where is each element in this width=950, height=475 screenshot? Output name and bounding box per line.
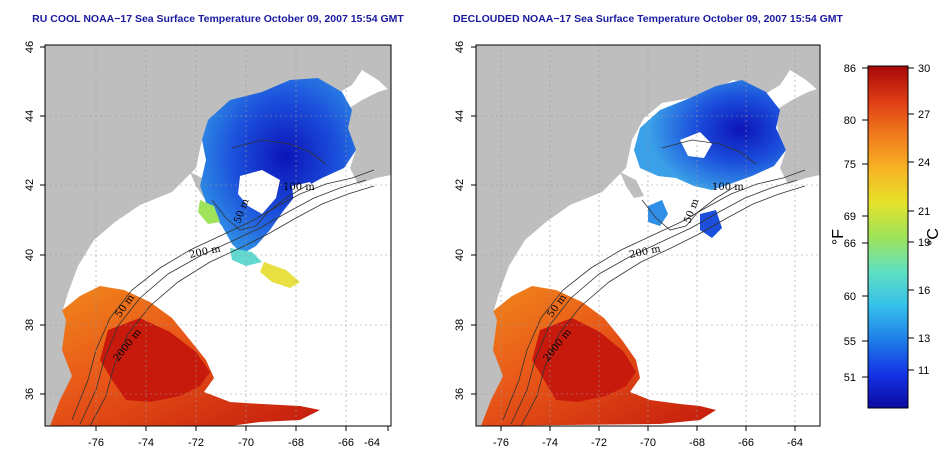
land-nova-scotia (346, 88, 391, 184)
sst-gulf-stream-core (100, 318, 210, 402)
map-grid (476, 45, 820, 426)
cloud-gap (680, 132, 712, 158)
fahrenheit-tick: 69 (844, 211, 856, 223)
fahrenheit-tick: 60 (844, 291, 856, 303)
y-tick-label: 36 (24, 388, 36, 400)
sst-cold-water (648, 200, 668, 226)
y-tick-label: 44 (24, 110, 36, 122)
x-axis: -76 -74 -72 -70 -68 -66 -64 (493, 426, 803, 449)
celsius-tick: 16 (918, 285, 930, 297)
sst-mid-water (260, 262, 300, 288)
x-tick-label: -66 (338, 437, 354, 449)
map-panel-right: DECLOUDED NOAA−17 Sea Surface Temperatur… (453, 13, 843, 449)
y-axis: 46 44 42 40 38 36 (454, 41, 476, 400)
y-tick-label: 46 (454, 41, 466, 53)
celsius-tick: 11 (918, 365, 929, 377)
x-tick-label: -76 (88, 437, 104, 449)
celsius-tick: 21 (918, 206, 930, 218)
x-tick-label: -74 (542, 437, 558, 449)
color-scale-gradient (867, 65, 909, 409)
land-us-coast (476, 45, 820, 426)
celsius-tick: 13 (918, 333, 930, 345)
cloud-gap (238, 170, 280, 214)
x-tick-label: -76 (493, 437, 509, 449)
celsius-tick: 27 (918, 109, 930, 121)
x-tick-label: -72 (591, 437, 607, 449)
land-carolinas (476, 300, 503, 426)
x-tick-label: -74 (138, 437, 154, 449)
map-canvas: 100 m 50 m 200 m 50 m 2000 m (476, 45, 820, 426)
map-frame (44, 44, 392, 427)
celsius-tick: 30 (918, 63, 930, 75)
fahrenheit-tick: 66 (844, 238, 856, 250)
fahrenheit-tick: 86 (844, 63, 856, 75)
fahrenheit-tick: 75 (844, 159, 856, 171)
celsius-tick: 19 (918, 237, 930, 249)
celsius-label: °C (925, 228, 942, 246)
map-title: DECLOUDED NOAA−17 Sea Surface Temperatur… (453, 13, 843, 25)
fahrenheit-tick: 80 (844, 115, 856, 127)
fahrenheit-label: °F (830, 229, 847, 245)
land-nova-scotia (776, 88, 820, 184)
y-tick-label: 36 (454, 388, 466, 400)
map-panel-left: RU COOL NOAA−17 Sea Surface Temperature … (24, 13, 404, 449)
sst-cold-water (700, 210, 722, 238)
y-tick-label: 46 (24, 41, 36, 53)
contour-label: 100 m (283, 182, 315, 193)
x-tick-label: -68 (288, 437, 304, 449)
y-tick-label: 38 (24, 319, 36, 331)
y-tick-label: 42 (24, 179, 36, 191)
sst-gulf-stream-core (532, 318, 636, 402)
x-tick-label: -72 (188, 437, 204, 449)
y-axis: 46 44 42 40 38 36 (24, 41, 45, 400)
y-tick-label: 40 (454, 249, 466, 261)
land-carolinas (45, 300, 72, 426)
sst-cold-water (634, 80, 786, 190)
y-tick-label: 38 (454, 319, 466, 331)
celsius-tick: 24 (918, 157, 930, 169)
contour-label: 100 m (712, 182, 744, 193)
bathymetry-contours (502, 139, 806, 426)
map-title: RU COOL NOAA−17 Sea Surface Temperature … (32, 13, 404, 25)
x-tick-label: -70 (238, 437, 254, 449)
land-us-coast (45, 45, 391, 426)
x-tick-label: -66 (738, 437, 754, 449)
x-tick-label: -64 (787, 437, 803, 449)
sst-mid-water (198, 200, 220, 224)
color-scale-bar: 86 80 75 69 66 60 55 51 30 27 24 21 19 1… (830, 63, 942, 409)
fahrenheit-tick: 51 (844, 372, 856, 384)
y-tick-label: 44 (454, 110, 466, 122)
bathymetry-contours (71, 139, 375, 426)
fahrenheit-tick: 55 (844, 336, 856, 348)
y-tick-label: 40 (24, 249, 36, 261)
x-tick-label: -68 (689, 437, 705, 449)
y-tick-label: 42 (454, 179, 466, 191)
map-grid (45, 45, 391, 426)
x-axis: -76 -74 -72 -70 -68 -66 -64 (88, 426, 389, 449)
cloud-gap (292, 182, 318, 210)
colorbar-ticks (862, 67, 914, 378)
map-canvas: 100 m 50 m 200 m 50 m 2000 m (45, 45, 391, 426)
x-tick-label: -64 (364, 437, 380, 449)
x-tick-label: -70 (640, 437, 656, 449)
sst-cold-water (200, 78, 356, 254)
